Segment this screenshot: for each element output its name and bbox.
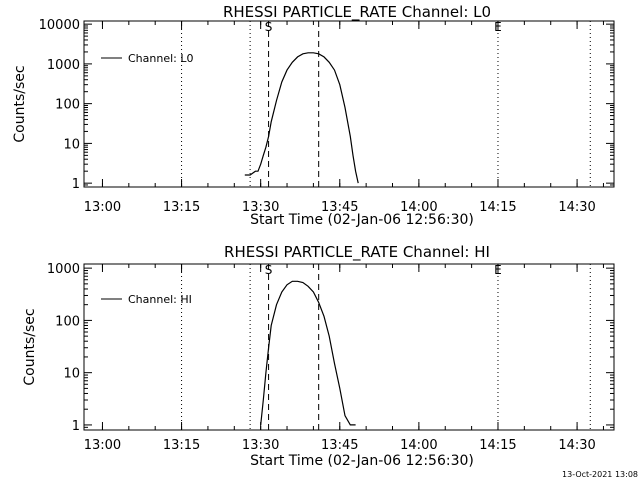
x-tick-label: 13:45: [321, 200, 358, 215]
x-tick-label: 13:15: [163, 438, 200, 453]
chart-panel-1: RHESSI PARTICLE_RATE Channel: L0SE13:001…: [12, 3, 615, 228]
y-axis-label: Counts/sec: [12, 65, 28, 142]
y-axis-label: Counts/sec: [22, 308, 38, 385]
y-tick-label: 1: [72, 419, 80, 434]
y-tick-label: 1000: [47, 58, 80, 73]
marker-label-S: S: [265, 20, 273, 34]
x-tick-label: 14:30: [558, 200, 595, 215]
x-tick-label: 13:15: [163, 200, 200, 215]
y-tick-label: 1000: [47, 262, 80, 277]
x-tick-label: 14:00: [400, 438, 437, 453]
marker-label-S: S: [265, 263, 273, 277]
x-tick-label: 13:00: [84, 438, 121, 453]
y-tick-label: 10000: [39, 18, 80, 33]
x-tick-label: 14:15: [479, 200, 516, 215]
y-tick-label: 10: [63, 367, 80, 382]
plot-frame: [83, 20, 615, 188]
x-axis-label: Start Time (02-Jan-06 12:56:30): [250, 453, 474, 469]
legend-label: Channel: L0: [128, 52, 194, 65]
chart-title: RHESSI PARTICLE_RATE Channel: HI: [224, 243, 490, 262]
series-line: [260, 280, 356, 426]
footer-timestamp: 13-Oct-2021 13:08: [562, 470, 638, 479]
x-tick-label: 13:30: [242, 200, 279, 215]
x-tick-label: 13:45: [321, 438, 358, 453]
legend-label: Channel: HI: [128, 293, 192, 306]
x-tick-label: 13:30: [242, 438, 279, 453]
series-line: [244, 52, 359, 184]
x-axis-label: Start Time (02-Jan-06 12:56:30): [250, 212, 474, 228]
y-tick-label: 100: [55, 314, 80, 329]
x-tick-label: 14:15: [479, 438, 516, 453]
x-tick-label: 14:30: [558, 438, 595, 453]
x-tick-label: 14:00: [400, 200, 437, 215]
y-tick-label: 10: [63, 137, 80, 152]
chart-title: RHESSI PARTICLE_RATE Channel: L0: [223, 3, 491, 22]
y-tick-label: 1: [72, 177, 80, 192]
chart-panel-2: RHESSI PARTICLE_RATE Channel: HISE13:001…: [22, 243, 615, 469]
x-tick-label: 13:00: [84, 200, 121, 215]
y-tick-label: 100: [55, 98, 80, 113]
plot-frame: [83, 263, 615, 431]
